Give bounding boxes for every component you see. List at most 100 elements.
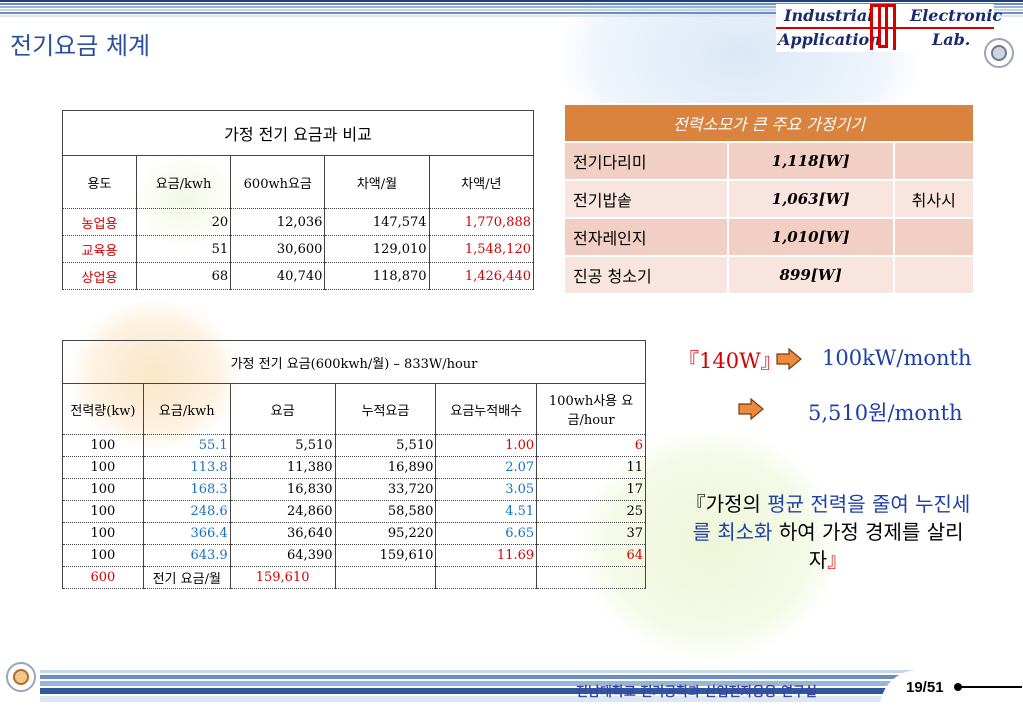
footer-stripes bbox=[40, 670, 1023, 708]
table2-cell: 16,890 bbox=[334, 456, 437, 479]
table-row: 상업용 68 40,740 118,870 1,426,440 bbox=[62, 262, 535, 290]
appliance-watt: 899[W] bbox=[726, 255, 895, 295]
table-row: 전기밥솥 1,063[W] 취사시 bbox=[563, 179, 976, 219]
appliance-group-empty bbox=[892, 255, 976, 295]
table2-cell: 100 bbox=[62, 544, 144, 567]
table1-cell: 1,426,440 bbox=[428, 262, 535, 290]
table2-cell: 113.8 bbox=[142, 456, 231, 479]
table-row: 전기다리미 1,118[W] bbox=[563, 141, 976, 181]
table2-cell: 159,610 bbox=[334, 544, 437, 567]
appliance-group-empty bbox=[892, 141, 976, 181]
table2-cell: 366.4 bbox=[142, 522, 231, 545]
table2-header: 요금 bbox=[229, 383, 336, 435]
appliance-watt: 1,010[W] bbox=[726, 217, 895, 257]
table2-cell: 95,220 bbox=[334, 522, 437, 545]
table2-cell: 36,640 bbox=[229, 522, 336, 545]
table1-cell: 20 bbox=[135, 208, 232, 236]
table1-cell: 1,548,120 bbox=[428, 235, 535, 263]
table2-cell: 64 bbox=[536, 544, 646, 567]
table2-total-kw: 600 bbox=[62, 566, 144, 589]
footer-circle-icon bbox=[6, 662, 36, 692]
arrow-right-icon bbox=[776, 347, 802, 374]
table2-cell: 5,510 bbox=[334, 434, 437, 457]
table-appliances: 전력소모가 큰 주요 가정기기 전기다리미 1,118[W] 전기밥솥 1,06… bbox=[563, 103, 976, 295]
table2-cell: 16,830 bbox=[229, 478, 336, 501]
table2-cell: 11 bbox=[536, 456, 646, 479]
table2-total-row: 600 전기 요금/월 159,610 bbox=[62, 566, 646, 589]
table2-empty-cell bbox=[536, 566, 646, 589]
table-row: 100 643.9 64,390 159,610 11.69 64 bbox=[62, 544, 646, 567]
footer-org: 전남대학교 전기공학과 산업전자응용 연구실 bbox=[576, 685, 817, 700]
table1-cell: 129,010 bbox=[324, 235, 430, 263]
table-row: 100 55.1 5,510 5,510 1.00 6 bbox=[62, 434, 646, 457]
table1-cell: 51 bbox=[135, 235, 232, 263]
slogan-part-1: 『가정의 bbox=[685, 492, 768, 516]
slogan: 『가정의 평균 전력을 줄여 누진세를 최소화 하여 가정 경제를 살리자』 bbox=[680, 490, 976, 574]
logo-industrial: Industrial bbox=[784, 6, 874, 25]
table1-cell: 68 bbox=[135, 262, 232, 290]
table2-cell: 25 bbox=[536, 500, 646, 523]
slogan-close: 』 bbox=[827, 548, 848, 572]
table2-cell: 11.69 bbox=[435, 544, 538, 567]
table1-header: 600wh요금 bbox=[230, 155, 326, 209]
table2-cell: 37 bbox=[536, 522, 646, 545]
table2-cell: 168.3 bbox=[142, 478, 231, 501]
table1-cell: 118,870 bbox=[324, 262, 430, 290]
table-row: 100 366.4 36,640 95,220 6.65 37 bbox=[62, 522, 646, 545]
table1-header: 용도 bbox=[62, 155, 137, 209]
table1-cell: 교육용 bbox=[62, 235, 137, 263]
table-usage-comparison: 가정 전기 요금과 비교 용도 요금/kwh 600wh요금 차액/월 차액/년… bbox=[62, 110, 535, 290]
table2-cell: 3.05 bbox=[435, 478, 538, 501]
table2-total-value: 159,610 bbox=[229, 566, 336, 589]
slogan-part-3: 하여 가정 경제를 살리자 bbox=[772, 520, 964, 572]
summary-line-1: 『140W』 bbox=[678, 345, 782, 375]
table1-header: 차액/년 bbox=[428, 155, 535, 209]
table2-cell: 100 bbox=[62, 500, 144, 523]
table2-empty-cell bbox=[334, 566, 437, 589]
logo-underline bbox=[776, 27, 994, 29]
table2-cell: 248.6 bbox=[142, 500, 231, 523]
table2-header: 100wh사용 요금/hour bbox=[536, 383, 646, 435]
slogan-highlight: 평균 전력을 줄여 누진세를 최소화 bbox=[692, 492, 971, 544]
table2-cell: 2.07 bbox=[435, 456, 538, 479]
logo-lab: Lab. bbox=[932, 30, 971, 49]
logo-application: Application bbox=[778, 30, 881, 49]
appliance-group-label: 취사시 bbox=[892, 179, 976, 219]
header-white-tab bbox=[0, 20, 340, 56]
table2-cell: 58,580 bbox=[334, 500, 437, 523]
logo-electronic: Electronic bbox=[910, 6, 1003, 25]
table2-cell: 4.51 bbox=[435, 500, 538, 523]
page-title: 전기요금 체계 bbox=[10, 32, 151, 60]
appliance-watt: 1,063[W] bbox=[726, 179, 895, 219]
table2-header-row: 전력량(kw) 요금/kwh 요금 누적요금 요금누적배수 100wh사용 요금… bbox=[62, 383, 646, 435]
table-row: 교육용 51 30,600 129,010 1,548,120 bbox=[62, 235, 535, 263]
table2-cell: 100 bbox=[62, 456, 144, 479]
table2-cell: 6 bbox=[536, 434, 646, 457]
table1-cell: 12,036 bbox=[230, 208, 326, 236]
table1-cell: 농업용 bbox=[62, 208, 137, 236]
table2-cell: 5,510 bbox=[229, 434, 336, 457]
table2-cell: 100 bbox=[62, 434, 144, 457]
summary-result-2: 5,510원/month bbox=[808, 401, 963, 425]
table1-header: 요금/kwh bbox=[135, 155, 232, 209]
table2-header: 누적요금 bbox=[334, 383, 437, 435]
table2-cell: 643.9 bbox=[142, 544, 231, 567]
appliance-name: 전자레인지 bbox=[563, 217, 729, 257]
table-row: 전자레인지 1,010[W] bbox=[563, 217, 976, 257]
appliance-name: 전기다리미 bbox=[563, 141, 729, 181]
table2-caption: 가정 전기 요금(600kwh/월) – 833W/hour bbox=[62, 340, 646, 384]
table2-cell: 1.00 bbox=[435, 434, 538, 457]
table2-cell: 33,720 bbox=[334, 478, 437, 501]
appliance-watt: 1,118[W] bbox=[726, 141, 895, 181]
footer-dot-line bbox=[954, 683, 1022, 691]
table1-cell: 147,574 bbox=[324, 208, 430, 236]
header-stripes bbox=[0, 0, 1023, 22]
table1-cell: 30,600 bbox=[230, 235, 326, 263]
lab-logo: Industrial Electronic Application Lab. bbox=[776, 4, 1002, 52]
table1-cell: 40,740 bbox=[230, 262, 326, 290]
table-row: 100 113.8 11,380 16,890 2.07 11 bbox=[62, 456, 646, 479]
footer-white-tab bbox=[880, 670, 1023, 708]
summary-result-1: 100kW/month bbox=[822, 346, 972, 370]
table1-cell: 상업용 bbox=[62, 262, 137, 290]
header-circle-icon bbox=[984, 38, 1014, 68]
